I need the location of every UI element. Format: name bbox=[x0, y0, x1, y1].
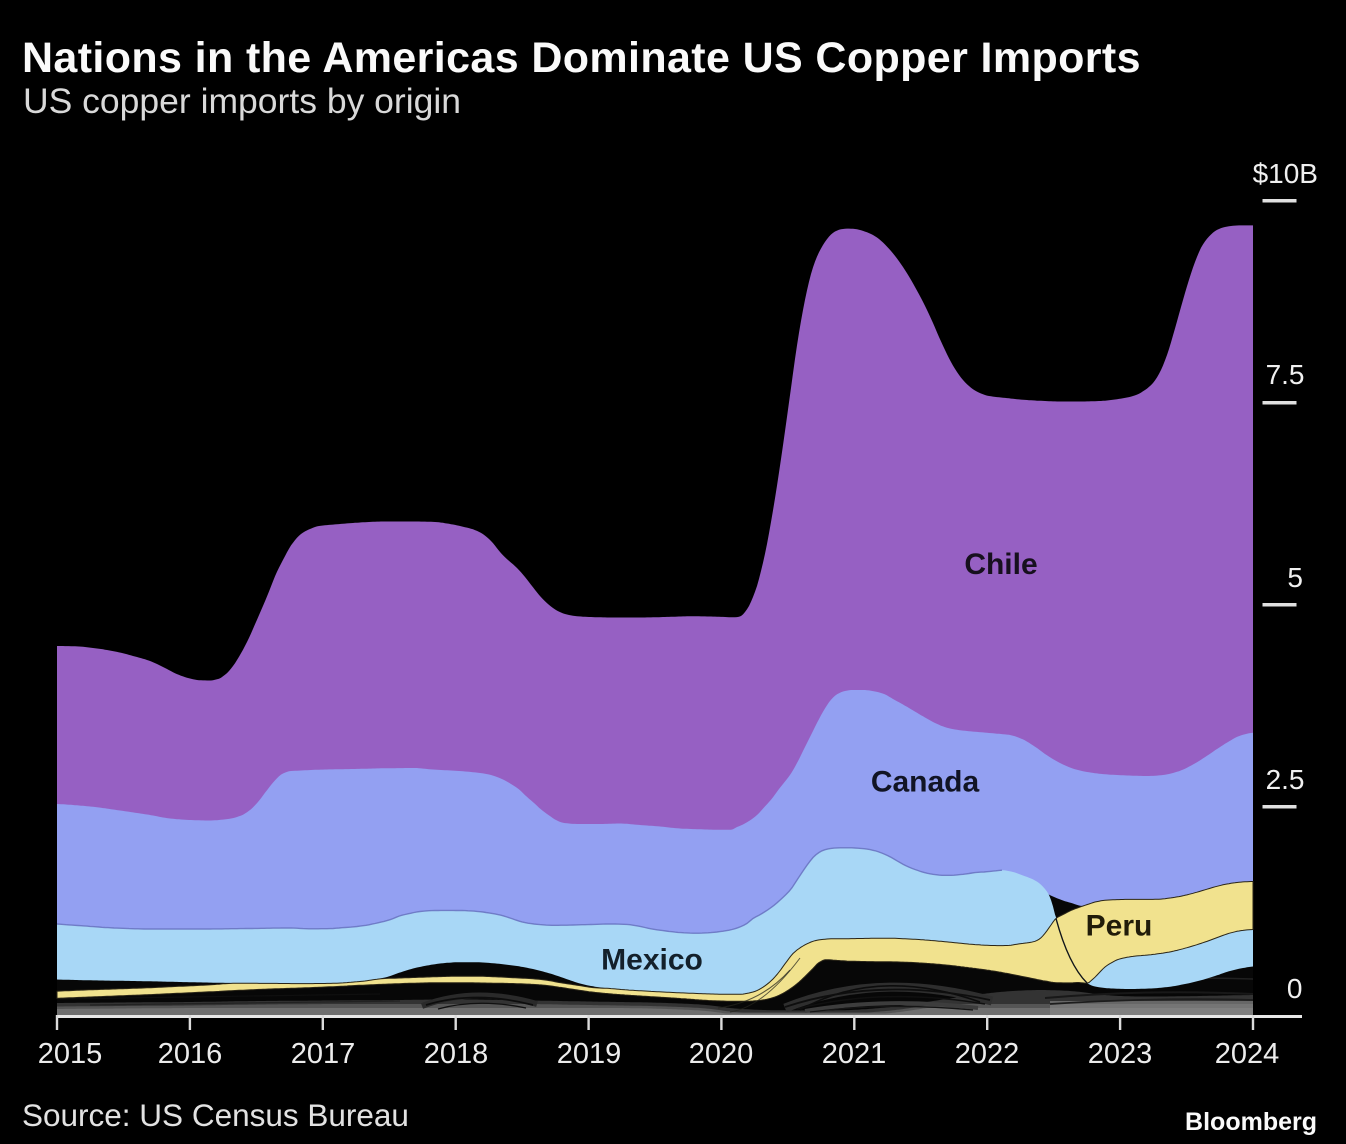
svg-text:2023: 2023 bbox=[1088, 1038, 1153, 1070]
svg-text:Mexico: Mexico bbox=[601, 944, 703, 977]
svg-text:Bloomberg: Bloomberg bbox=[1185, 1108, 1317, 1136]
svg-text:Chile: Chile bbox=[964, 548, 1037, 581]
svg-text:2.5: 2.5 bbox=[1266, 764, 1305, 795]
svg-text:2022: 2022 bbox=[955, 1038, 1020, 1070]
svg-text:Canada: Canada bbox=[871, 766, 980, 799]
svg-text:2021: 2021 bbox=[822, 1038, 887, 1070]
svg-text:Source: US Census Bureau: Source: US Census Bureau bbox=[22, 1097, 409, 1133]
svg-text:US copper imports by origin: US copper imports by origin bbox=[23, 81, 461, 121]
svg-text:2024: 2024 bbox=[1215, 1038, 1280, 1070]
svg-text:2018: 2018 bbox=[424, 1038, 489, 1070]
svg-text:$10B: $10B bbox=[1253, 158, 1318, 189]
svg-text:2020: 2020 bbox=[689, 1038, 754, 1070]
svg-text:0: 0 bbox=[1287, 973, 1303, 1004]
svg-text:Peru: Peru bbox=[1086, 910, 1153, 943]
svg-text:2016: 2016 bbox=[158, 1038, 223, 1070]
svg-text:Nations in the Americas Domina: Nations in the Americas Dominate US Copp… bbox=[22, 34, 1141, 82]
svg-text:7.5: 7.5 bbox=[1266, 359, 1305, 390]
svg-text:2019: 2019 bbox=[557, 1038, 622, 1070]
svg-text:2015: 2015 bbox=[38, 1038, 103, 1070]
svg-text:2017: 2017 bbox=[291, 1038, 356, 1070]
svg-text:5: 5 bbox=[1287, 562, 1303, 593]
